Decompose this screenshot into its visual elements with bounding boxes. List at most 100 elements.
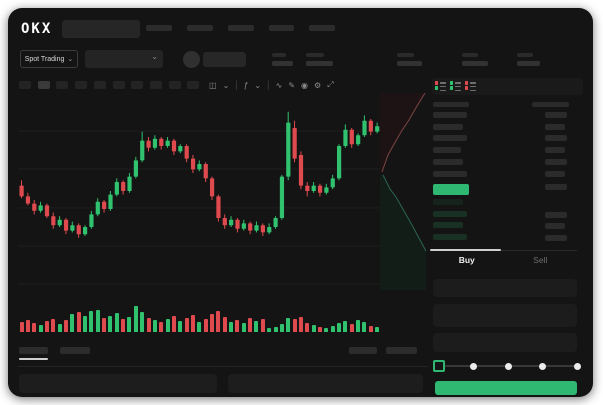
- nav-item-3[interactable]: [269, 25, 294, 31]
- volume-bar: [229, 322, 234, 332]
- volume-bar: [273, 327, 278, 332]
- timeframe-pill[interactable]: [187, 81, 200, 89]
- ask-amount[interactable]: [545, 170, 565, 177]
- volume-chart[interactable]: [18, 305, 390, 332]
- fullscreen-icon[interactable]: ⤢: [327, 80, 334, 89]
- market-type-selector[interactable]: Spot Trading ⌄: [20, 50, 78, 68]
- candle-style-icon[interactable]: ◫: [209, 80, 217, 90]
- last-price-badge[interactable]: [433, 184, 469, 195]
- volume-bar: [19, 322, 24, 332]
- volume-bar: [216, 311, 221, 332]
- timeframe-pill[interactable]: [112, 81, 125, 89]
- book-view-bids[interactable]: [450, 81, 461, 92]
- draw-icon[interactable]: ✎: [288, 80, 296, 90]
- trade-input-1[interactable]: [433, 303, 577, 327]
- stat-value: [306, 61, 333, 66]
- indicators-icon[interactable]: ƒ: [243, 80, 249, 90]
- volume-bar: [368, 326, 373, 332]
- bottom-panel-right[interactable]: [228, 374, 423, 393]
- tabs-divider: [430, 250, 577, 251]
- ask-amount[interactable]: [545, 135, 567, 142]
- book-view-both[interactable]: [435, 81, 446, 92]
- bid-amount[interactable]: [545, 223, 565, 230]
- snapshot-icon[interactable]: ◉: [301, 80, 309, 90]
- search-input[interactable]: [62, 20, 140, 38]
- book-view-asks[interactable]: [465, 81, 476, 92]
- ask-price[interactable]: [433, 158, 463, 165]
- slider-stop[interactable]: [504, 362, 512, 370]
- timeframe-pill[interactable]: [93, 81, 106, 89]
- tab-buy[interactable]: Buy: [458, 255, 475, 265]
- trade-input-0[interactable]: [433, 279, 577, 297]
- divider: [18, 366, 428, 367]
- ask-amount[interactable]: [545, 123, 565, 130]
- volume-bar: [83, 316, 87, 332]
- header-button[interactable]: [203, 52, 246, 67]
- candlestick-chart[interactable]: [18, 108, 390, 292]
- pair-selector[interactable]: ⌄: [85, 50, 163, 68]
- bid-price[interactable]: [433, 199, 463, 205]
- settings-icon[interactable]: ⚙: [314, 80, 322, 90]
- buy-submit-button[interactable]: [435, 381, 577, 395]
- volume-bar: [317, 327, 322, 332]
- timeframe-pill[interactable]: [131, 81, 144, 89]
- chart-tab-0[interactable]: [19, 347, 48, 354]
- volume-bar: [184, 318, 189, 332]
- nav-item-0[interactable]: [146, 25, 172, 31]
- line-chart-icon[interactable]: ∿: [275, 80, 283, 90]
- timeframe-pill[interactable]: [149, 81, 162, 89]
- slider-handle[interactable]: [433, 360, 445, 372]
- volume-bar: [298, 317, 303, 332]
- chevron-down-icon[interactable]: ⌄: [254, 80, 262, 90]
- ask-price[interactable]: [433, 135, 467, 142]
- chevron-down-icon[interactable]: ⌄: [222, 80, 230, 90]
- timeframe-pill[interactable]: [168, 81, 181, 89]
- ask-amount[interactable]: [545, 184, 567, 191]
- ask-price[interactable]: [433, 147, 461, 154]
- market-type-label: Spot Trading: [24, 55, 65, 63]
- volume-bar: [254, 321, 259, 332]
- ask-amount[interactable]: [545, 147, 565, 154]
- timeframe-pill[interactable]: [75, 81, 88, 89]
- bid-amount[interactable]: [545, 235, 567, 242]
- volume-bar: [44, 321, 49, 332]
- timeframe-pill[interactable]: [56, 81, 69, 89]
- chart-tab-right-0[interactable]: [349, 347, 377, 354]
- volume-bar: [146, 318, 151, 332]
- volume-bar: [267, 328, 272, 332]
- tab-sell[interactable]: Sell: [533, 255, 548, 265]
- slider-stop[interactable]: [539, 362, 546, 370]
- chart-tab-underline: [19, 358, 48, 360]
- bid-price[interactable]: [433, 210, 467, 217]
- volume-bar: [311, 325, 316, 332]
- avatar[interactable]: [183, 51, 200, 68]
- nav-item-4[interactable]: [309, 25, 335, 31]
- bid-price[interactable]: [433, 222, 463, 229]
- ask-price[interactable]: [433, 170, 467, 177]
- trade-input-2[interactable]: [433, 333, 577, 352]
- ask-amount[interactable]: [545, 158, 567, 165]
- depth-chart[interactable]: [380, 93, 427, 290]
- chart-tab-right-1[interactable]: [386, 347, 417, 354]
- bid-price[interactable]: [433, 234, 467, 241]
- bottom-panel-left[interactable]: [19, 374, 217, 393]
- volume-bar: [51, 319, 56, 332]
- stat-value: [397, 61, 422, 66]
- nav-item-2[interactable]: [228, 25, 254, 31]
- timeframe-pill[interactable]: [37, 81, 50, 89]
- ask-price[interactable]: [433, 123, 463, 130]
- volume-bar: [95, 310, 100, 332]
- chevron-down-icon: ⌄: [67, 55, 74, 63]
- slider-stop[interactable]: [573, 362, 581, 370]
- nav-item-1[interactable]: [187, 25, 213, 31]
- ask-amount[interactable]: [545, 112, 567, 118]
- timeframe-pill[interactable]: [19, 81, 31, 89]
- volume-bar: [32, 323, 37, 332]
- slider-stop[interactable]: [470, 362, 477, 370]
- ask-price[interactable]: [433, 112, 467, 118]
- chart-tab-1[interactable]: [60, 347, 90, 354]
- volume-bar: [25, 320, 30, 332]
- volume-bar: [292, 319, 297, 332]
- bid-amount[interactable]: [545, 211, 567, 218]
- volume-bar: [235, 320, 240, 332]
